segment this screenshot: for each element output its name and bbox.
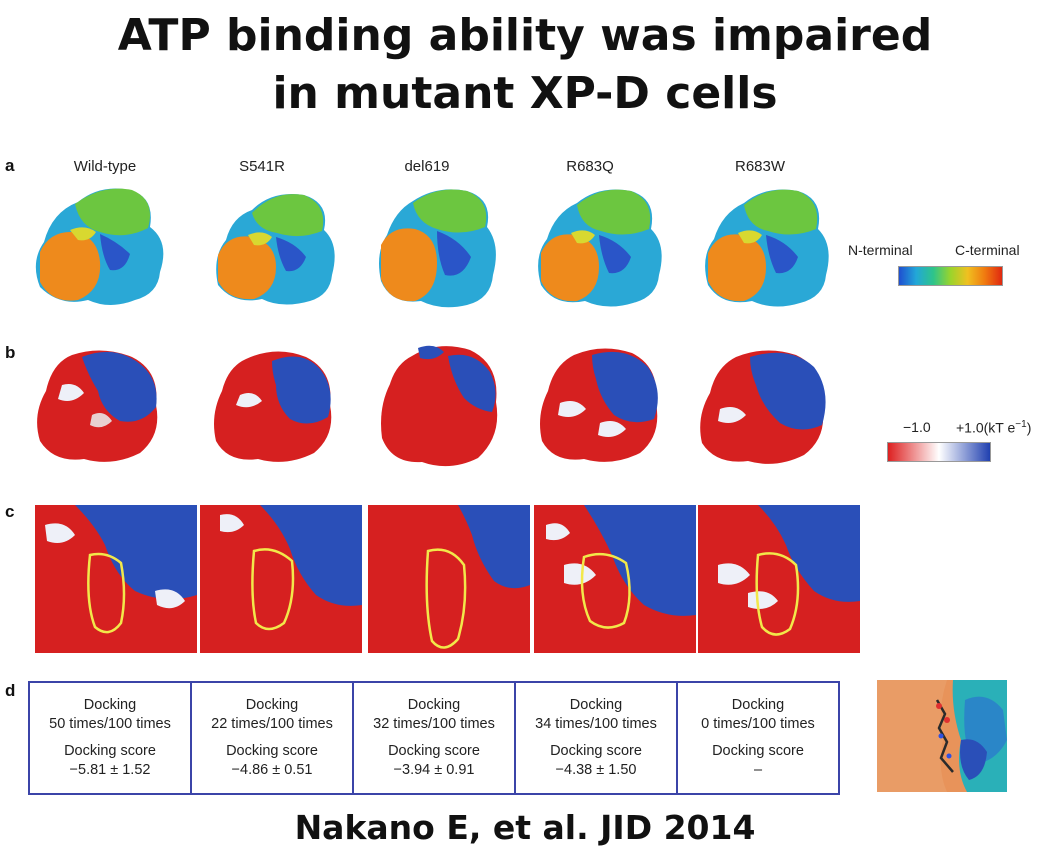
docking-score-label: Docking score	[712, 743, 804, 759]
panel-label-a: a	[5, 156, 15, 175]
docking-score-value: −4.38 ± 1.50	[555, 762, 637, 778]
docking-score-label: Docking score	[64, 743, 156, 759]
docking-score-label: Docking score	[226, 743, 318, 759]
docking-times: 0 times/100 times	[701, 716, 815, 732]
docking-times: 34 times/100 times	[535, 716, 657, 732]
structure-s541r-domains	[216, 194, 335, 305]
legend-max-value-text: +1.0(kT e	[956, 419, 1016, 436]
citation: Nakano E, et al. JID 2014	[294, 808, 756, 847]
docking-results-table: Docking 50 times/100 times Docking score…	[28, 681, 840, 795]
legend-n-terminal: N-terminal	[848, 242, 913, 258]
legend-max-value-close: )	[1026, 419, 1032, 436]
zoom-r683q-binding-site	[534, 505, 696, 653]
docking-times: 32 times/100 times	[373, 716, 495, 732]
panel-label-c: c	[5, 502, 15, 521]
structure-del619-electrostatic	[381, 345, 498, 467]
docking-label: Docking	[245, 697, 299, 713]
docking-label: Docking	[731, 697, 785, 713]
docking-score-label: Docking score	[388, 743, 480, 759]
legend-max-value: +1.0(kT e−1)	[956, 419, 1031, 436]
docking-cell-wild-type: Docking 50 times/100 times Docking score…	[28, 681, 192, 795]
atp-docking-inset-image	[877, 680, 1007, 792]
legend-c-terminal: C-terminal	[955, 242, 1020, 258]
docking-times: 22 times/100 times	[211, 716, 333, 732]
zoom-wild-type-binding-site	[35, 505, 197, 653]
electrostatic-color-scale	[887, 442, 991, 462]
table-row: Docking 50 times/100 times Docking score…	[28, 681, 840, 795]
structure-r683q-domains	[538, 189, 662, 307]
column-label-r683q: R683Q	[566, 158, 614, 175]
docking-score-value: −3.94 ± 0.91	[393, 762, 475, 778]
column-label-s541r: S541R	[239, 158, 285, 175]
zoom-r683w-binding-site	[698, 505, 860, 653]
docking-label: Docking	[407, 697, 461, 713]
column-label-del619: del619	[404, 158, 450, 175]
legend-max-value-exponent: −1	[1015, 419, 1027, 430]
zoom-del619-binding-site	[368, 505, 530, 653]
title-line-1: ATP binding ability was impaired	[117, 10, 933, 61]
column-label-wild-type: Wild-type	[73, 158, 137, 175]
panel-label-d: d	[5, 681, 16, 700]
structure-del619-domains	[379, 189, 496, 308]
column-label-r683w: R683W	[734, 158, 786, 175]
docking-times: 50 times/100 times	[49, 716, 171, 732]
docking-cell-s541r: Docking 22 times/100 times Docking score…	[190, 681, 354, 795]
docking-score-value: –	[753, 762, 763, 778]
structure-r683w-electrostatic	[700, 350, 826, 464]
structure-s541r-electrostatic	[214, 351, 332, 462]
structure-r683q-electrostatic	[540, 348, 658, 462]
structure-r683w-domains	[705, 189, 829, 307]
zoom-s541r-binding-site	[200, 505, 362, 653]
docking-cell-del619: Docking 32 times/100 times Docking score…	[352, 681, 516, 795]
docking-score-value: −4.86 ± 0.51	[231, 762, 313, 778]
legend-min-value: −1.0	[903, 419, 931, 435]
docking-score-label: Docking score	[550, 743, 642, 759]
docking-cell-r683q: Docking 34 times/100 times Docking score…	[514, 681, 678, 795]
structure-wild-type-domains	[35, 188, 164, 305]
docking-label: Docking	[83, 697, 137, 713]
panel-label-b: b	[5, 343, 16, 362]
domain-color-scale	[898, 266, 1003, 286]
title-line-2: in mutant XP-D cells	[272, 68, 778, 119]
structure-wild-type-electrostatic	[37, 350, 158, 462]
docking-score-value: −5.81 ± 1.52	[69, 762, 151, 778]
docking-label: Docking	[569, 697, 623, 713]
docking-cell-r683w: Docking 0 times/100 times Docking score …	[676, 681, 840, 795]
